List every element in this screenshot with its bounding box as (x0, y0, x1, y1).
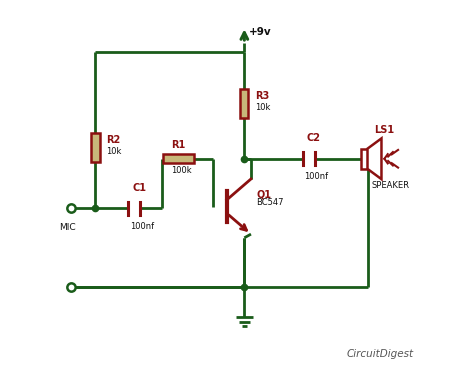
Text: C1: C1 (132, 183, 146, 193)
Bar (91, 133, 100, 162)
Text: LS1: LS1 (374, 125, 394, 135)
Polygon shape (367, 138, 382, 179)
Text: R1: R1 (172, 140, 186, 150)
Text: Q1: Q1 (256, 189, 271, 199)
Text: SPEAKER: SPEAKER (372, 181, 410, 190)
Text: BC547: BC547 (256, 198, 283, 207)
Text: 100nf: 100nf (304, 172, 328, 181)
Text: +9v: +9v (249, 27, 272, 37)
Bar (240, 89, 248, 118)
Text: 100k: 100k (172, 166, 192, 175)
Text: 100nf: 100nf (130, 222, 154, 231)
Text: 10k: 10k (255, 103, 270, 112)
Text: C2: C2 (307, 133, 321, 143)
Bar (163, 154, 194, 163)
Text: R2: R2 (107, 135, 121, 145)
Text: MIC: MIC (59, 224, 75, 232)
Text: 10k: 10k (107, 147, 122, 156)
Bar (361, 149, 367, 169)
Text: R3: R3 (255, 91, 269, 101)
Text: CircuitDigest: CircuitDigest (346, 349, 413, 359)
